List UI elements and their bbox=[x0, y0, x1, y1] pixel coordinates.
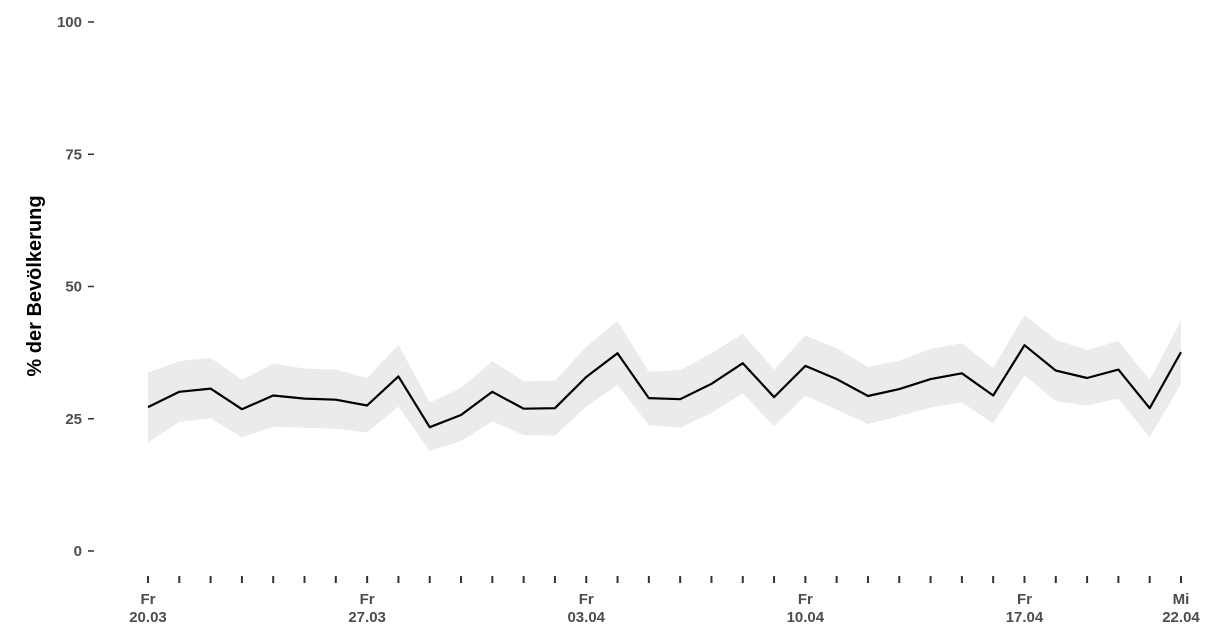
x-axis: Fr20.03Fr27.03Fr03.04Fr10.04Fr17.04Mi22.… bbox=[129, 576, 1200, 626]
x-tick-label-date: 20.03 bbox=[129, 609, 167, 626]
series-line-layer bbox=[147, 344, 1182, 429]
x-tick-label-day: Fr bbox=[798, 591, 813, 608]
x-tick-label-date: 22.04 bbox=[1162, 609, 1200, 626]
x-tick-label-day: Fr bbox=[141, 591, 156, 608]
series-line bbox=[147, 344, 1182, 429]
x-tick-label-date: 17.04 bbox=[1006, 609, 1044, 626]
x-tick-label-date: 10.04 bbox=[787, 609, 825, 626]
y-tick-label: 100 bbox=[57, 14, 82, 31]
y-axis: 0 25 50 75 100 bbox=[57, 14, 94, 560]
x-tick-label-day: Fr bbox=[360, 591, 375, 608]
x-tick-label-date: 03.04 bbox=[567, 609, 605, 626]
x-tick-label-day: Mi bbox=[1173, 591, 1190, 608]
x-tick-label-day: Fr bbox=[579, 591, 594, 608]
confidence-band-layer bbox=[148, 315, 1181, 451]
y-axis-title: % der Bevölkerung bbox=[24, 195, 46, 376]
y-tick-label: 25 bbox=[65, 411, 82, 428]
confidence-band bbox=[148, 315, 1181, 451]
x-tick-label-date: 27.03 bbox=[348, 609, 386, 626]
y-tick-label: 50 bbox=[65, 279, 82, 296]
x-tick-label-day: Fr bbox=[1017, 591, 1032, 608]
y-tick-label: 0 bbox=[74, 543, 82, 560]
y-tick-label: 75 bbox=[65, 146, 82, 163]
